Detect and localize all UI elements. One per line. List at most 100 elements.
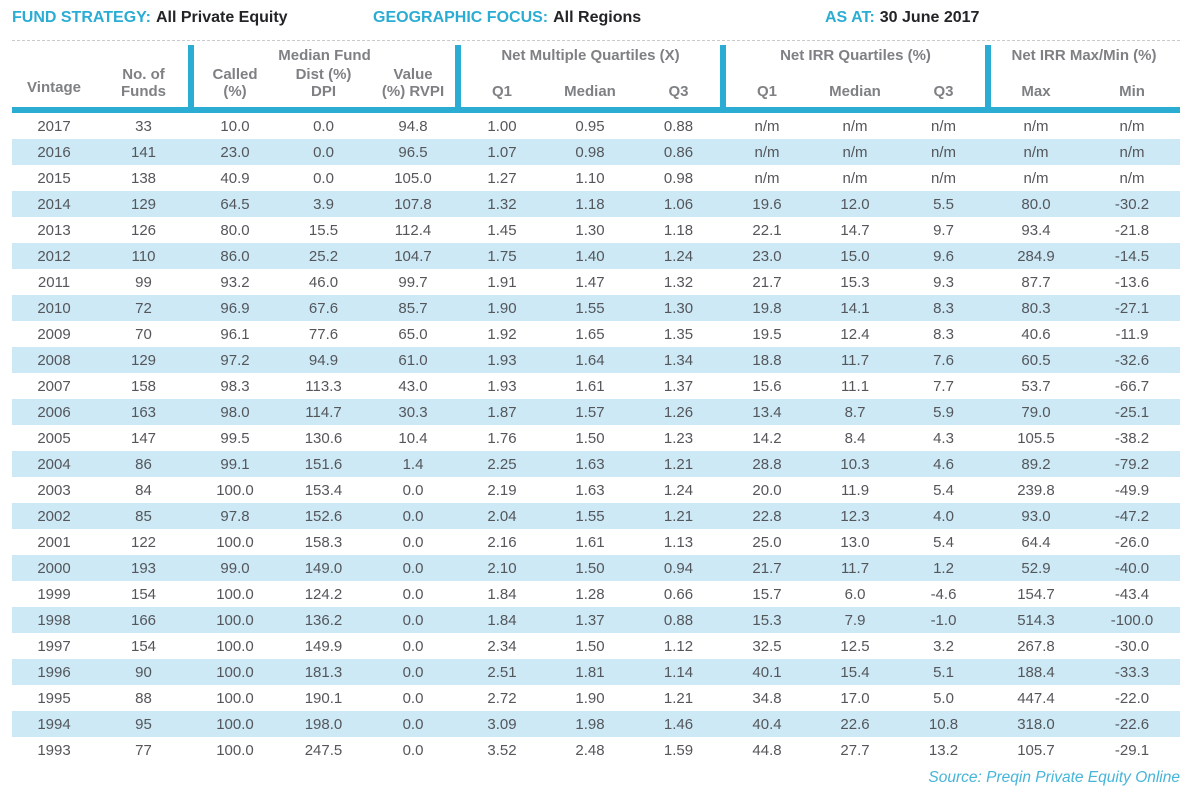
table-cell: 1.35 bbox=[663, 325, 694, 343]
table-cell: 98.3 bbox=[220, 377, 250, 395]
table-row: 2015 138 40.9 0.0 105.0 1.27 1.10 0.98 n/m n/m n/m… bbox=[12, 165, 1180, 191]
table-cell: 0.95 bbox=[575, 117, 605, 135]
table-cell: 0.0 bbox=[313, 143, 334, 161]
fund-strategy-label: FUND STRATEGY: bbox=[12, 9, 151, 26]
table-cell: n/m bbox=[754, 169, 780, 187]
table-cell: 113.3 bbox=[305, 377, 342, 395]
table-cell: 122 bbox=[130, 533, 157, 551]
table-cell: 1.93 bbox=[487, 377, 517, 395]
table-cell: 1.65 bbox=[575, 325, 605, 343]
table-cell: 0.0 bbox=[402, 689, 424, 707]
table-cell: 1.24 bbox=[663, 481, 694, 499]
table-cell: 0.0 bbox=[402, 611, 424, 629]
column-header-vintage: Vintage bbox=[27, 79, 81, 97]
table-cell: -26.0 bbox=[1114, 533, 1150, 551]
table-cell: -29.1 bbox=[1114, 741, 1150, 759]
table-cell: 0.94 bbox=[663, 559, 694, 577]
table-cell: 1997 bbox=[37, 637, 71, 655]
table-cell: 1993 bbox=[37, 741, 71, 759]
table-cell: 138 bbox=[130, 169, 157, 187]
column-header-irr-q3: Q3 bbox=[933, 83, 954, 101]
table-cell: 2.19 bbox=[487, 481, 517, 499]
table-cell: 32.5 bbox=[752, 637, 782, 655]
group-divider-bar bbox=[455, 45, 461, 113]
table-cell: 8.3 bbox=[933, 299, 954, 317]
table-cell: 0.0 bbox=[402, 663, 424, 681]
table-cell: 1.30 bbox=[575, 221, 605, 239]
table-body: 2017 33 10.0 0.0 94.8 1.00 0.95 0.88 n/m n/m n/m n/… bbox=[12, 113, 1180, 763]
table-cell: 141 bbox=[130, 143, 157, 161]
table-row: 1993 77 100.0 247.5 0.0 3.52 2.48 1.59 44.8 27.7 1… bbox=[12, 737, 1180, 763]
table-cell: n/m bbox=[842, 143, 868, 161]
table-cell: 1.45 bbox=[487, 221, 517, 239]
table-cell: -30.2 bbox=[1114, 195, 1150, 213]
fund-strategy-value: All Private Equity bbox=[155, 9, 288, 26]
table-cell: 514.3 bbox=[1017, 611, 1055, 629]
fund-strategy: FUND STRATEGY: All Private Equity bbox=[12, 9, 288, 27]
table-cell: 1999 bbox=[37, 585, 71, 603]
table-cell: 1.64 bbox=[575, 351, 605, 369]
table-cell: 0.0 bbox=[402, 559, 424, 577]
table-cell: n/m bbox=[1119, 117, 1145, 135]
table-cell: 40.4 bbox=[752, 715, 782, 733]
table-cell: 96.1 bbox=[220, 325, 250, 343]
geographic-focus: GEOGRAPHIC FOCUS: All Regions bbox=[373, 9, 641, 27]
table-cell: 1.10 bbox=[575, 169, 605, 187]
table-cell: 1.28 bbox=[575, 585, 605, 603]
table-cell: 5.5 bbox=[933, 195, 954, 213]
table-cell: -43.4 bbox=[1114, 585, 1150, 603]
column-header-value-rvpi: Value (%) RVPI bbox=[381, 66, 445, 101]
table-cell: 105.7 bbox=[1017, 741, 1055, 759]
table-row: 2010 72 96.9 67.6 85.7 1.90 1.55 1.30 19.8 14.1 8.… bbox=[12, 295, 1180, 321]
table-cell: 100.0 bbox=[216, 637, 254, 655]
table-row: 2007 158 98.3 113.3 43.0 1.93 1.61 1.37 15.6 11.1… bbox=[12, 373, 1180, 399]
table-cell: 1.87 bbox=[487, 403, 517, 421]
table-cell: 2015 bbox=[37, 169, 71, 187]
table-cell: 1.23 bbox=[663, 429, 694, 447]
table-cell: 2010 bbox=[37, 299, 71, 317]
table-cell: 25.0 bbox=[752, 533, 782, 551]
table-cell: 99.7 bbox=[398, 273, 428, 291]
table-cell: 1.59 bbox=[663, 741, 694, 759]
table-cell: 12.0 bbox=[840, 195, 870, 213]
table-cell: -33.3 bbox=[1114, 663, 1150, 681]
table-cell: n/m bbox=[1023, 117, 1049, 135]
table-cell: 2008 bbox=[37, 351, 71, 369]
table-cell: 158 bbox=[130, 377, 157, 395]
table-cell: 1.91 bbox=[487, 273, 517, 291]
table-cell: 2012 bbox=[37, 247, 71, 265]
table-cell: 2004 bbox=[37, 455, 71, 473]
table-cell: 61.0 bbox=[398, 351, 428, 369]
table-cell: 1.46 bbox=[663, 715, 694, 733]
table-cell: n/m bbox=[930, 169, 956, 187]
table-cell: 2.72 bbox=[487, 689, 517, 707]
table-cell: 93.0 bbox=[1021, 507, 1051, 525]
as-at-value: 30 June 2017 bbox=[879, 9, 980, 26]
table-cell: 52.9 bbox=[1021, 559, 1051, 577]
table-cell: 15.3 bbox=[840, 273, 870, 291]
table-row: 2004 86 99.1 151.6 1.4 2.25 1.63 1.21 28.8 10.3 4.… bbox=[12, 451, 1180, 477]
table-cell: -11.9 bbox=[1115, 325, 1149, 343]
table-cell: 0.0 bbox=[402, 637, 424, 655]
table-cell: 104.7 bbox=[394, 247, 432, 265]
table-cell: 2005 bbox=[37, 429, 71, 447]
table-cell: 0.66 bbox=[663, 585, 694, 603]
table-cell: -25.1 bbox=[1114, 403, 1150, 421]
geographic-focus-value: All Regions bbox=[553, 9, 642, 26]
table-cell: 1994 bbox=[37, 715, 71, 733]
table-cell: 1.00 bbox=[487, 117, 517, 135]
table-row: 1996 90 100.0 181.3 0.0 2.51 1.81 1.14 40.1 15.4 5… bbox=[12, 659, 1180, 685]
table-cell: 447.4 bbox=[1017, 689, 1055, 707]
table-cell: 10.3 bbox=[840, 455, 870, 473]
table-cell: -40.0 bbox=[1114, 559, 1150, 577]
table-cell: 0.88 bbox=[663, 611, 694, 629]
table-cell: 0.0 bbox=[402, 585, 424, 603]
table-cell: 21.7 bbox=[752, 559, 782, 577]
as-at-date: AS AT: 30 June 2017 bbox=[825, 9, 979, 27]
table-cell: 0.0 bbox=[313, 169, 334, 187]
table-cell: -22.0 bbox=[1114, 689, 1150, 707]
table-cell: 1.13 bbox=[663, 533, 694, 551]
table-cell: 1.90 bbox=[575, 689, 605, 707]
table-cell: 87.7 bbox=[1021, 273, 1051, 291]
table-cell: -100.0 bbox=[1110, 611, 1154, 629]
